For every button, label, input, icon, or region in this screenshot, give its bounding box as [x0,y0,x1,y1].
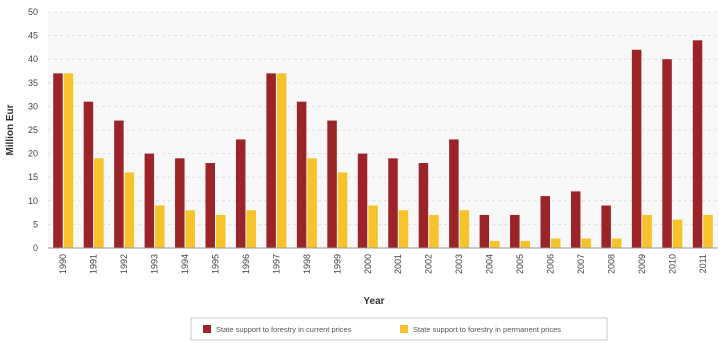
bars [53,40,713,249]
bar-current-prices [449,139,459,248]
bar-current-prices [388,158,398,248]
bar-current-prices [114,120,124,248]
bar-current-prices [418,163,429,248]
bar-permanent-prices [429,214,439,248]
bar-permanent-prices [368,205,378,248]
legend-box [190,317,608,341]
bar-current-prices [83,101,94,249]
legend: State support to forestry in current pri… [190,317,608,341]
bar-current-prices [327,120,337,248]
y-tick-label: 0 [33,243,38,253]
bar-permanent-prices [246,210,256,248]
bar-permanent-prices [337,172,348,248]
x-tick-label: 2004 [485,254,495,274]
x-axis-title: Year [363,296,384,307]
legend-label-current: State support to forestry in current pri… [216,325,352,334]
bar-permanent-prices [611,238,622,248]
bar-permanent-prices [185,210,196,248]
bar-permanent-prices [642,214,652,248]
bar-current-prices [144,153,155,248]
x-tick-label: 2011 [698,254,708,273]
x-tick-label: 2010 [667,254,677,274]
x-tick-label: 2006 [546,254,556,274]
bar-current-prices [479,214,490,248]
x-tick-label: 1996 [241,254,251,274]
x-tick-label: 1994 [180,254,190,274]
x-tick-label: 2005 [515,254,525,274]
bar-current-prices [631,49,642,249]
bar-permanent-prices [216,214,226,248]
y-tick-label: 15 [28,172,38,182]
bar-permanent-prices [63,73,74,248]
x-tick-label: 1997 [271,254,281,274]
bar-permanent-prices [703,214,713,248]
bar-permanent-prices [581,238,591,248]
legend-label-permanent: State support to forestry in permanent p… [413,325,561,334]
x-axis-ticks: 1990 1991 1992 1993 1994 1995 1996 1997 1998 1999… [58,254,708,274]
bar-permanent-prices [276,73,287,248]
bar-current-prices [296,101,307,249]
x-tick-label: 2008 [606,254,616,274]
bar-current-prices [540,196,550,248]
bar-current-prices [205,163,215,248]
x-tick-label: 1995 [211,254,221,274]
bar-current-prices [692,40,703,248]
x-tick-label: 2003 [454,254,464,274]
x-tick-label: 1992 [119,254,129,274]
x-tick-label: 2002 [424,254,434,274]
y-tick-label: 45 [28,31,38,41]
x-tick-label: 2001 [393,254,403,274]
y-tick-label: 5 [33,219,38,229]
bar-permanent-prices [94,158,104,248]
bar-current-prices [357,153,368,248]
bar-current-prices [53,73,63,248]
bar-current-prices [266,73,276,248]
y-tick-label: 50 [28,7,38,17]
bar-current-prices [510,214,520,248]
legend-swatch-current [203,325,211,333]
bar-permanent-prices [672,219,683,248]
y-axis-ticks: 0 5 10 15 20 25 30 35 40 45 50 [28,7,38,253]
x-tick-label: 2009 [637,254,647,274]
y-tick-label: 25 [28,125,38,135]
bar-permanent-prices [551,238,561,248]
bar-permanent-prices [307,158,317,248]
x-tick-label: 1993 [150,254,160,274]
bar-permanent-prices [520,240,531,248]
y-tick-label: 40 [28,54,38,64]
x-tick-label: 1998 [302,254,312,274]
y-tick-label: 20 [28,149,38,159]
x-tick-label: 2000 [363,254,373,274]
x-tick-label: 1990 [58,254,68,274]
y-axis-title: Million Eur [5,104,16,155]
bar-current-prices [175,158,185,248]
x-tick-label: 1991 [89,254,99,274]
bar-permanent-prices [155,205,165,248]
bar-current-prices [662,59,672,249]
y-tick-label: 35 [28,78,38,88]
x-tick-label: 2007 [576,254,586,274]
bar-permanent-prices [124,172,135,248]
bar-permanent-prices [398,210,409,248]
bar-permanent-prices [459,210,470,248]
y-tick-label: 10 [28,196,38,206]
bar-permanent-prices [490,240,500,248]
bar-current-prices [570,191,581,248]
legend-swatch-permanent [400,325,408,333]
bar-current-prices [601,205,611,248]
y-tick-label: 30 [28,101,38,111]
bar-current-prices [235,139,246,248]
x-tick-label: 1999 [332,254,342,274]
